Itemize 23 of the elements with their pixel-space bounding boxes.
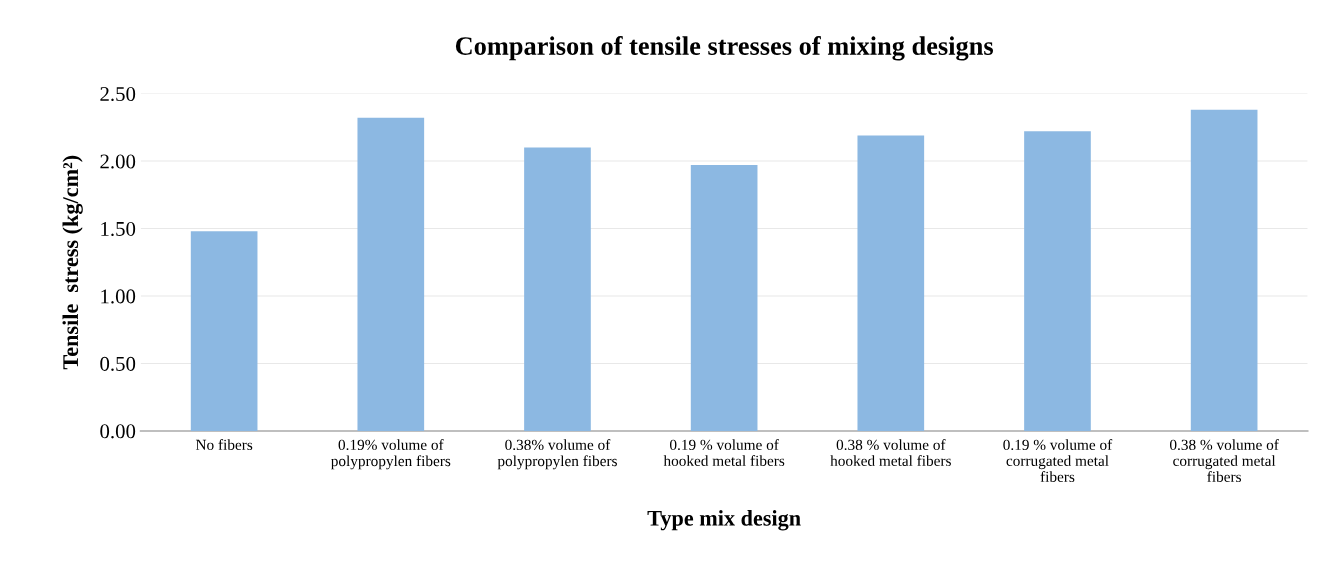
x-tick-label: 0.19 % volume of corrugated metal fibers (1003, 439, 1113, 482)
x-tick-label: No fibers (195, 439, 253, 451)
bar (1190, 109, 1258, 431)
bar (357, 117, 425, 431)
y-tick-label: 0.00 (100, 424, 136, 439)
bar (1024, 131, 1091, 431)
y-tick-label: 2.50 (100, 86, 136, 102)
y-tick-label: 1.00 (101, 289, 136, 304)
x-tick-label: 0.19% volume of polypropylen fibers (331, 439, 451, 470)
x-tick-label: 0.38 % volume of hooked metal fibers (830, 439, 951, 466)
y-axis-title: Tensile stress (kg/cm²) (62, 155, 83, 370)
x-tick-label: 0.38% volume of polypropylen fibers (497, 439, 617, 470)
x-tick-label: 0.19 % volume of hooked metal fibers (663, 439, 785, 466)
y-tick-label: 1.50 (101, 221, 136, 237)
y-tick-label: 0.50 (100, 356, 136, 371)
chart-title: Comparison of tensile stresses of mixing designs (455, 36, 994, 61)
x-tick-label: 0.38 % volume of corrugated metal fibers (1169, 439, 1279, 482)
x-axis-title: Type mix design (647, 510, 801, 531)
bar (190, 231, 258, 431)
bar (524, 147, 591, 431)
bar (690, 165, 758, 431)
bar (857, 135, 925, 431)
y-tick-label: 2.00 (100, 154, 136, 169)
